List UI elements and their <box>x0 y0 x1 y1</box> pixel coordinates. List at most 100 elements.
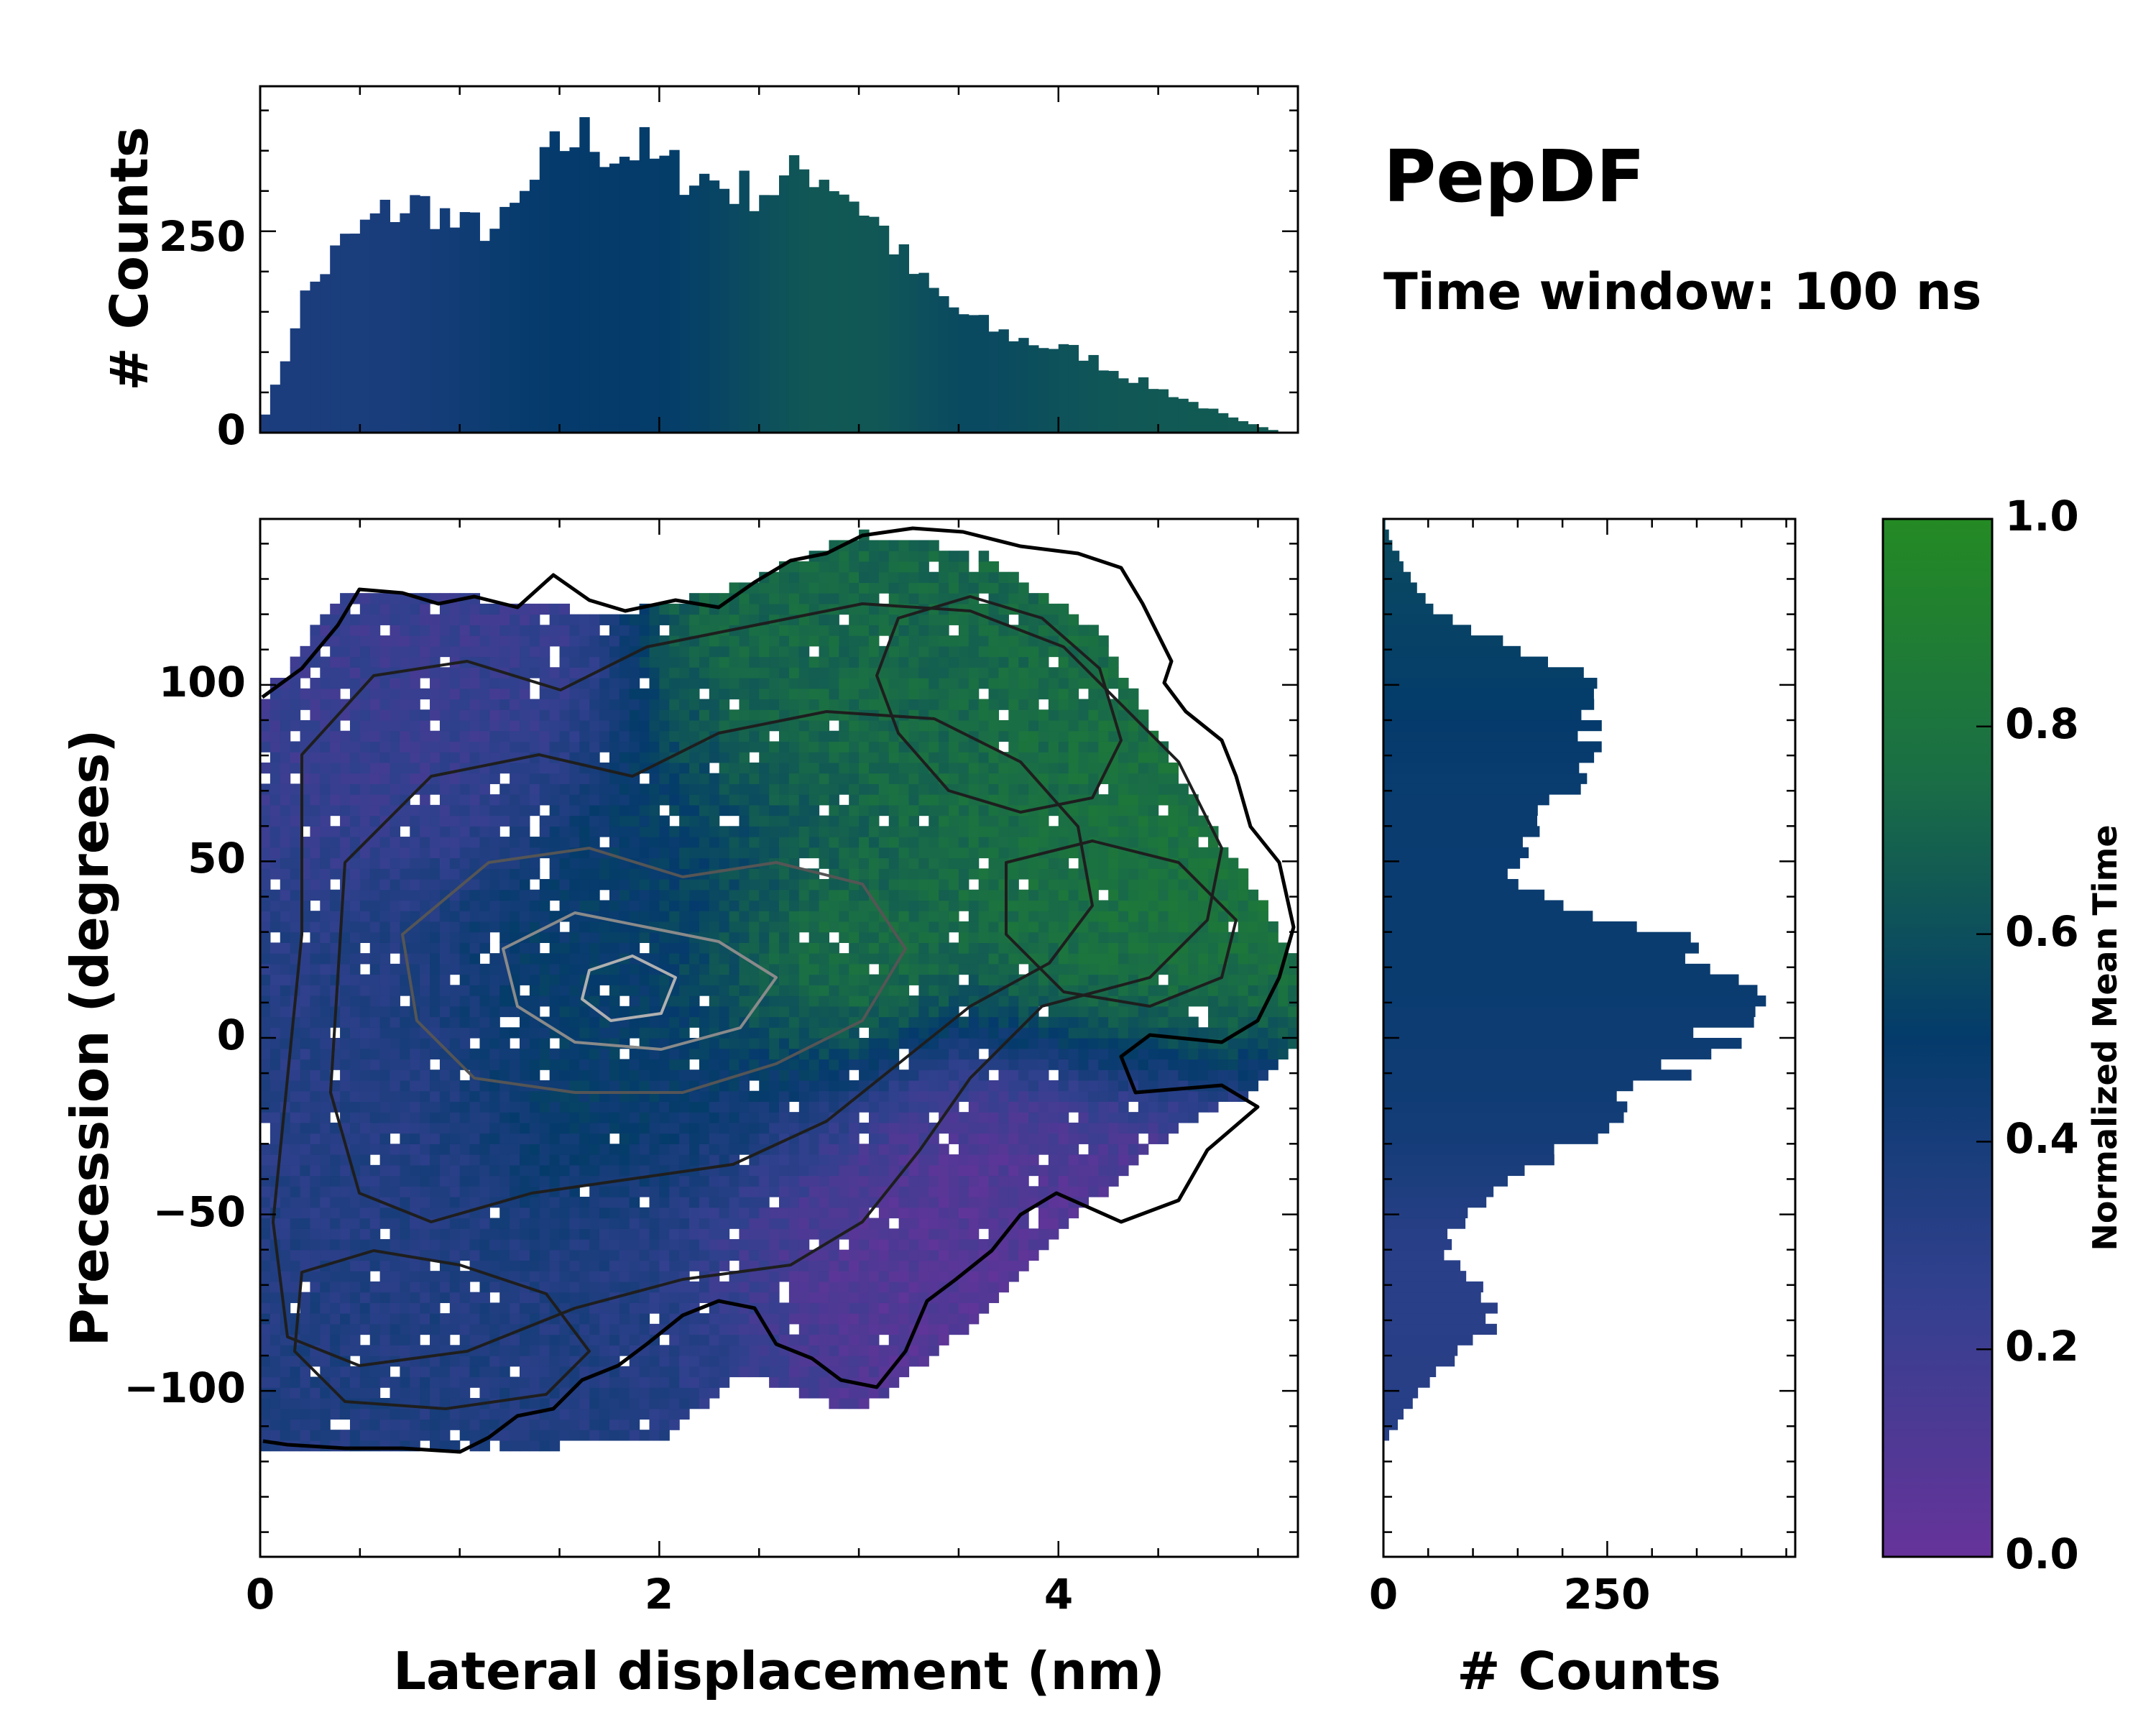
heatmap-cell <box>629 1228 640 1240</box>
heatmap-cell <box>808 561 820 573</box>
heatmap-cell <box>549 1271 561 1282</box>
heatmap-cell <box>569 752 580 763</box>
heatmap-cell <box>749 730 760 742</box>
heatmap-cell <box>349 1016 361 1028</box>
heatmap-cell <box>410 730 420 742</box>
heatmap-cell <box>410 1366 420 1378</box>
heatmap-cell <box>290 1419 301 1430</box>
top-histogram-bar <box>968 315 980 433</box>
heatmap-cell <box>579 1133 590 1144</box>
heatmap-cell <box>420 1112 430 1123</box>
heatmap-cell <box>420 1038 430 1049</box>
heatmap-cell <box>719 709 730 721</box>
heatmap-cell <box>290 868 301 880</box>
heatmap-cell <box>430 762 441 774</box>
heatmap-cell <box>310 868 321 880</box>
heatmap-cell <box>839 667 849 678</box>
heatmap-cell <box>649 1038 660 1049</box>
heatmap-cell <box>659 878 670 891</box>
heatmap-cell <box>589 1112 600 1123</box>
heatmap-cell <box>290 878 301 891</box>
heatmap-cell <box>520 1334 530 1346</box>
heatmap-cell <box>479 625 490 636</box>
heatmap-cell <box>829 1302 839 1314</box>
heatmap-cell <box>510 635 520 647</box>
heatmap-cell <box>649 1207 660 1219</box>
heatmap-cell <box>369 1027 381 1039</box>
heatmap-cell <box>400 741 410 753</box>
heatmap-cell <box>349 1271 361 1282</box>
heatmap-cell <box>868 645 880 658</box>
heatmap-cell <box>829 1048 839 1060</box>
heatmap-cell <box>619 1271 630 1282</box>
heatmap-cell <box>769 1186 780 1197</box>
heatmap-cell <box>330 900 341 911</box>
heatmap-cell <box>469 974 481 985</box>
heatmap-cell <box>459 1238 471 1251</box>
heatmap-cell <box>729 741 740 753</box>
heatmap-cell <box>669 1397 680 1409</box>
heatmap-cell <box>878 1186 890 1197</box>
heatmap-cell <box>589 953 600 965</box>
heatmap-cell <box>310 1006 321 1018</box>
heatmap-cell <box>579 645 590 658</box>
heatmap-cell <box>599 1154 610 1166</box>
heatmap-cell <box>888 1271 900 1282</box>
heatmap-cell <box>679 1006 690 1018</box>
heatmap-cell <box>520 1366 530 1378</box>
heatmap-cell <box>499 1430 510 1441</box>
heatmap-cell <box>489 1070 500 1081</box>
heatmap-cell <box>878 1144 890 1155</box>
heatmap-cell <box>499 678 510 689</box>
heatmap-cell <box>400 1154 410 1166</box>
heatmap-cell <box>449 667 461 678</box>
heatmap-cell <box>300 1144 311 1155</box>
heatmap-cell <box>829 1186 839 1197</box>
heatmap-cell <box>510 1186 520 1197</box>
heatmap-cell <box>300 1101 311 1113</box>
heatmap-cell <box>859 995 870 1007</box>
heatmap-cell <box>798 1302 810 1314</box>
heatmap-cell <box>410 826 420 837</box>
heatmap-cell <box>549 1323 561 1335</box>
heatmap-cell <box>469 1080 481 1092</box>
heatmap-cell <box>349 1154 361 1166</box>
heatmap-cell <box>310 773 321 784</box>
heatmap-cell <box>599 1313 610 1325</box>
heatmap-cell <box>839 678 849 689</box>
heatmap-cell <box>270 794 281 806</box>
heatmap-cell <box>749 1228 760 1240</box>
heatmap-cell <box>649 1175 660 1187</box>
heatmap-cell <box>349 1197 361 1208</box>
heatmap-cell <box>819 974 830 985</box>
heatmap-cell <box>410 1408 420 1420</box>
heatmap-cell <box>260 1154 271 1166</box>
heatmap-cell <box>529 1175 540 1187</box>
heatmap-cell <box>619 1281 630 1293</box>
heatmap-cell <box>270 847 281 859</box>
heatmap-cell <box>849 942 860 954</box>
heatmap-cell <box>729 1345 740 1356</box>
heatmap-cell <box>569 1027 580 1039</box>
heatmap-cell <box>859 1366 870 1378</box>
heatmap-cell <box>609 942 620 954</box>
heatmap-cell <box>769 603 780 615</box>
heatmap-cell <box>520 741 530 753</box>
heatmap-cell <box>659 1133 670 1144</box>
heatmap-cell <box>359 889 371 901</box>
heatmap-cell <box>709 900 720 911</box>
heatmap-cell <box>449 709 461 721</box>
heatmap-cell <box>669 837 680 848</box>
heatmap-cell <box>868 1175 880 1187</box>
heatmap-cell <box>270 752 281 763</box>
heatmap-cell <box>629 1048 640 1060</box>
heatmap-cell <box>390 889 400 901</box>
heatmap-cell <box>379 709 391 721</box>
heatmap-cell <box>340 709 351 721</box>
heatmap-cell <box>859 1271 870 1282</box>
heatmap-cell <box>609 1271 620 1282</box>
heatmap-cell <box>290 1356 301 1367</box>
heatmap-cell <box>330 688 341 700</box>
heatmap-cell <box>878 804 890 816</box>
heatmap-cell <box>390 985 400 996</box>
